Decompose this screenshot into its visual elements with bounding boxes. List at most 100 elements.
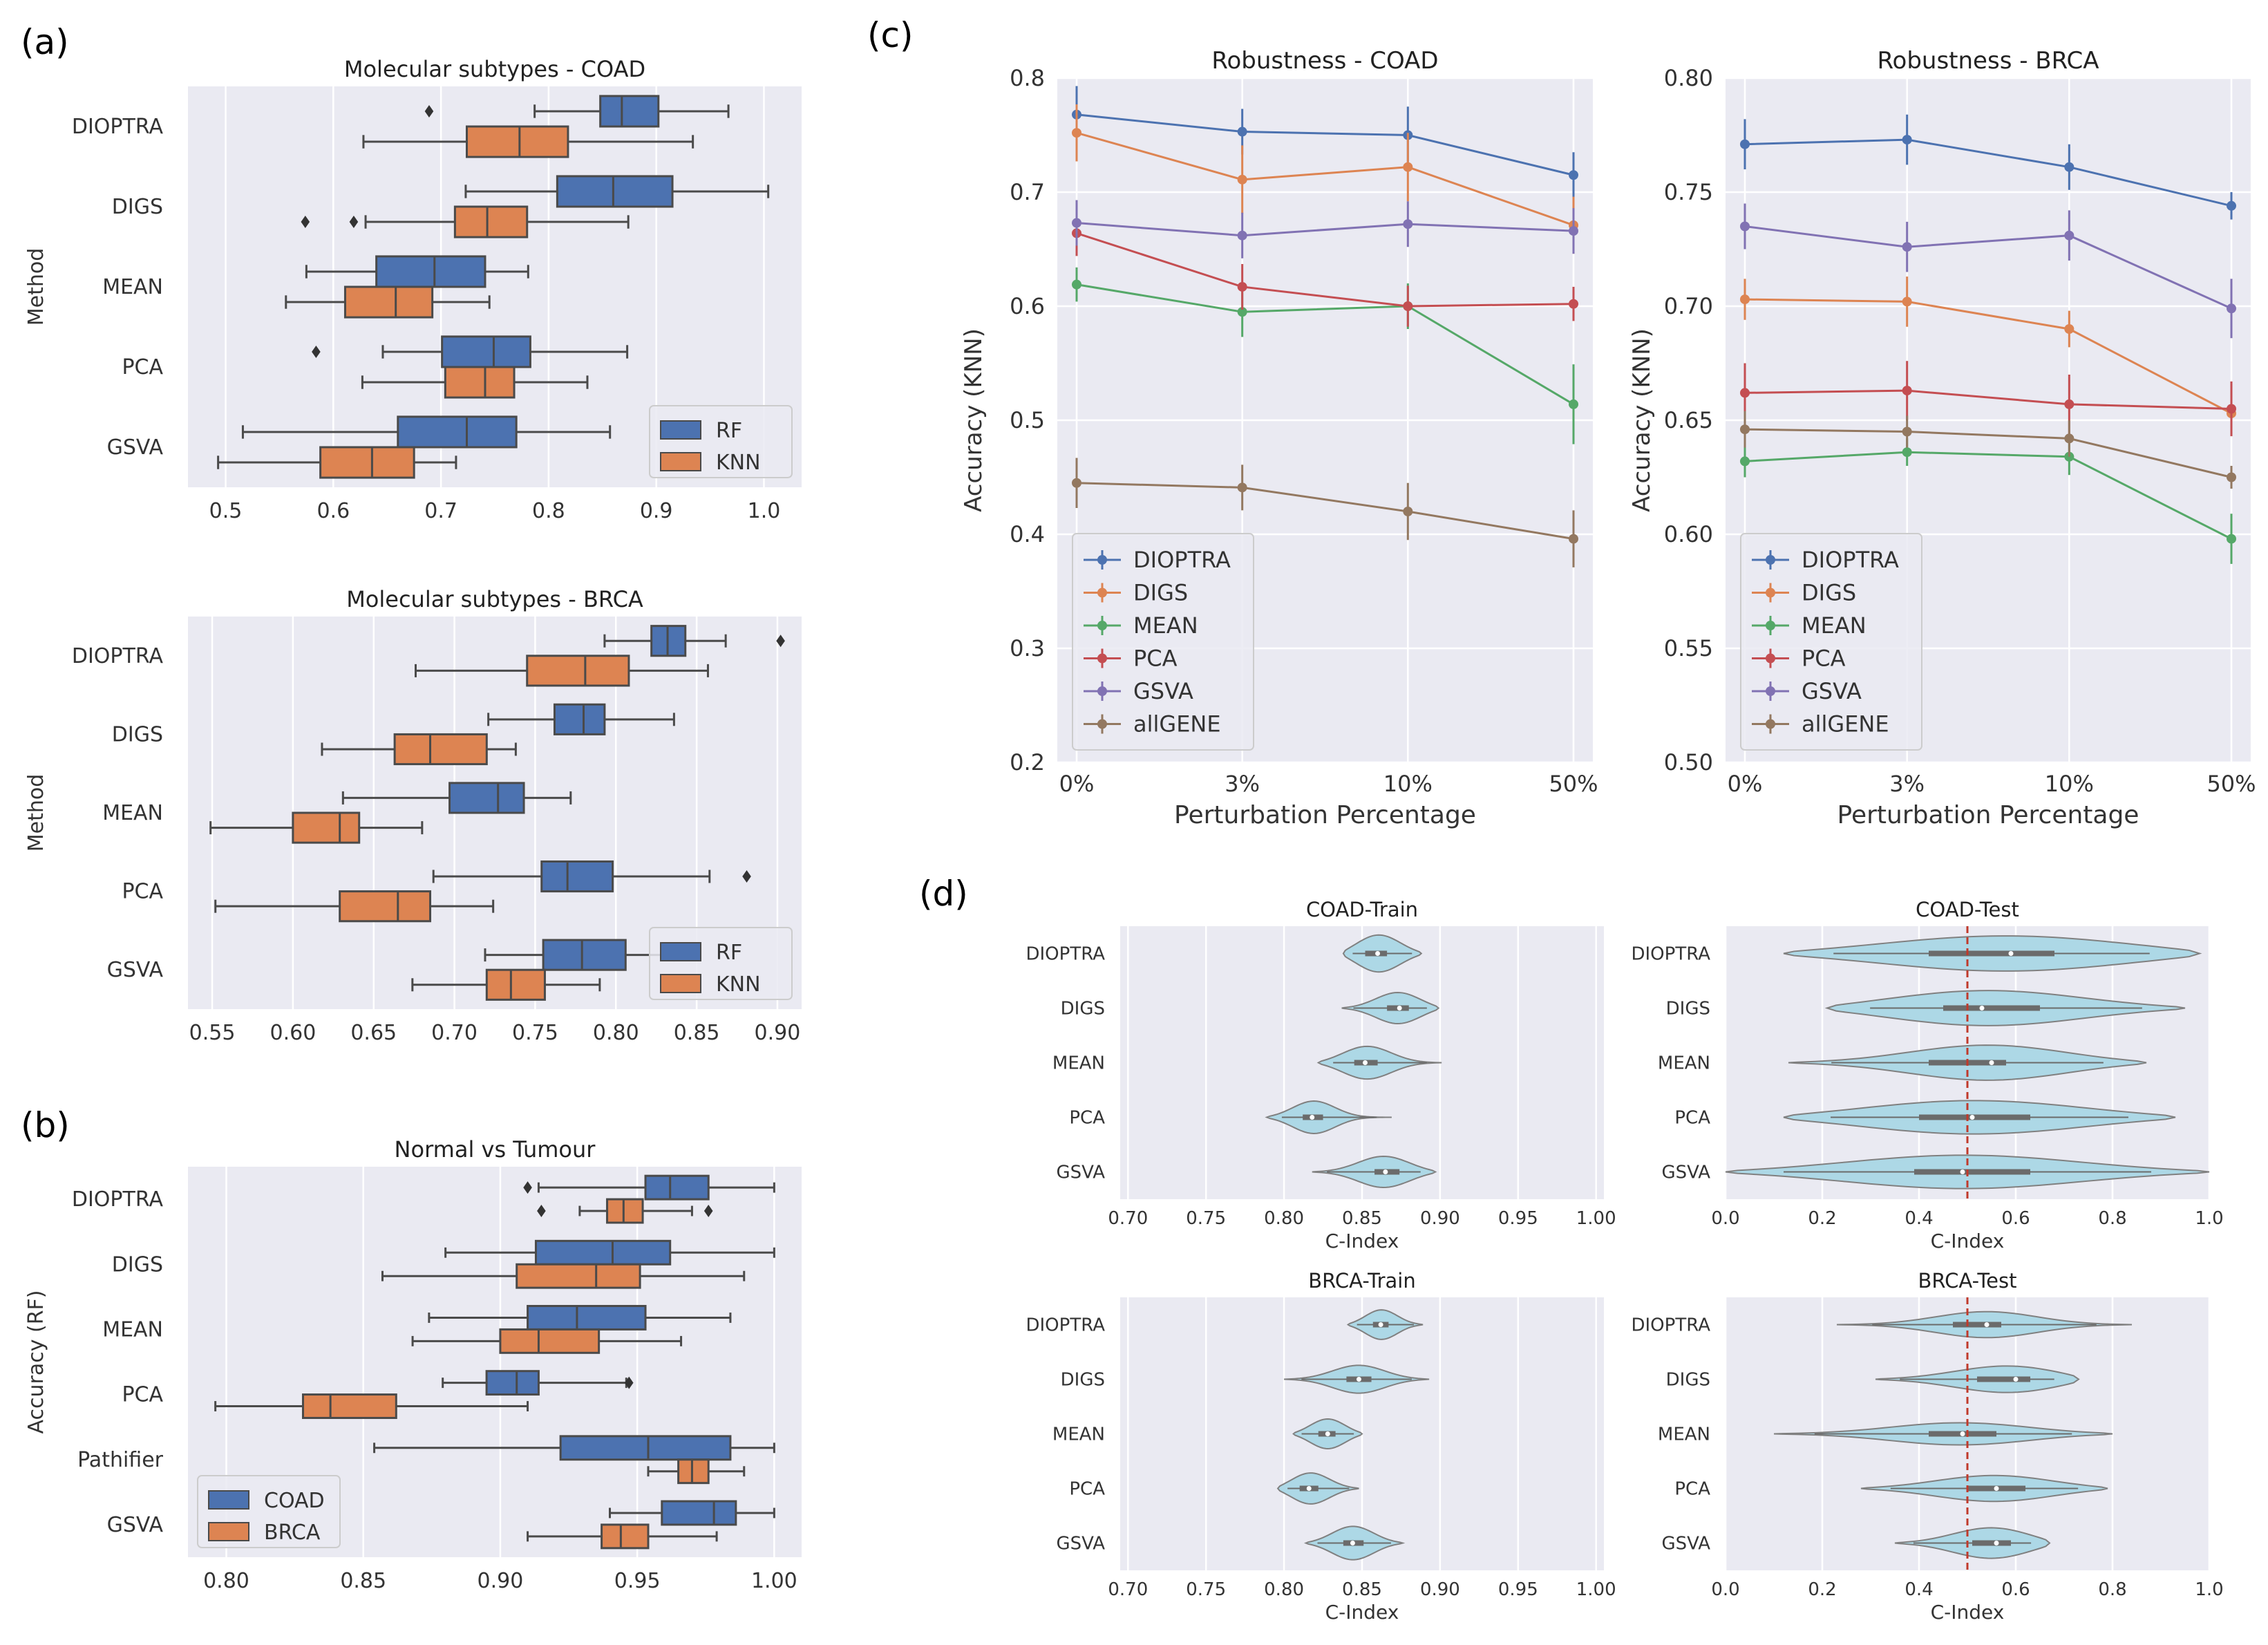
violin-iqr bbox=[1977, 1376, 2030, 1382]
outlier-point bbox=[703, 1205, 713, 1218]
violin-median bbox=[1383, 1169, 1388, 1174]
box-KNN bbox=[292, 811, 361, 844]
x-tick-label: 0.95 bbox=[614, 1569, 661, 1593]
data-point-PCA bbox=[1902, 386, 1912, 396]
x-tick-label: 10% bbox=[2045, 771, 2094, 797]
x-tick-label: 0.6 bbox=[2001, 1579, 2030, 1600]
outlier-point bbox=[301, 216, 310, 229]
series-line-MEAN bbox=[1744, 451, 2232, 540]
series-line-DIOPTRA bbox=[1076, 113, 1574, 176]
violin-iqr bbox=[1972, 1540, 2011, 1546]
legend-label: RF bbox=[716, 419, 742, 443]
category-label: GSVA bbox=[107, 1513, 164, 1537]
data-point-allGENE bbox=[1403, 507, 1413, 516]
y-tick-label: 0.70 bbox=[1664, 293, 1713, 319]
data-point-PCA bbox=[1237, 281, 1247, 292]
box-KNN bbox=[393, 733, 488, 766]
chart-title: Molecular subtypes - COAD bbox=[344, 56, 645, 82]
x-tick-label: 1.00 bbox=[1576, 1579, 1616, 1600]
violin-median bbox=[2008, 951, 2014, 956]
x-tick-label: 0.70 bbox=[1108, 1208, 1148, 1229]
y-tick-label: 0.3 bbox=[1010, 635, 1045, 661]
x-tick-label: 10% bbox=[1383, 771, 1433, 797]
violin-median bbox=[1984, 1322, 1990, 1327]
data-point-DIGS bbox=[1237, 174, 1247, 185]
data-point-MEAN bbox=[1072, 279, 1081, 290]
box-KNN bbox=[343, 285, 434, 319]
chart-d-brca-train: BRCA-Train 0.70 0.75 0.80 0.85 0.90 0.95 1.00 C-… bbox=[1026, 1269, 1616, 1624]
category-label: MEAN bbox=[102, 1317, 163, 1342]
y-tick-label: 0.60 bbox=[1664, 521, 1713, 547]
y-axis-label: Accuracy (KNN) bbox=[960, 328, 987, 512]
x-tick-label: 0% bbox=[1728, 771, 1763, 797]
outlier-point bbox=[537, 1205, 546, 1218]
box-RF bbox=[540, 860, 614, 893]
box-COAD bbox=[485, 1370, 540, 1396]
series-line-DIGS bbox=[1076, 131, 1574, 227]
data-point-DIGS bbox=[1403, 162, 1413, 172]
legend-label: COAD bbox=[264, 1489, 325, 1513]
chart-title: Normal vs Tumour bbox=[395, 1136, 596, 1163]
data-point-allGENE bbox=[2227, 472, 2236, 482]
chart-d-coad-train: COAD-Train 0.70 0.75 0.80 0.85 0.90 0.95 1.00 C-… bbox=[1026, 898, 1616, 1252]
violin-median bbox=[1325, 1431, 1330, 1436]
y-tick-label: 0.2 bbox=[1010, 749, 1045, 776]
x-tick-label: 3% bbox=[1889, 771, 1925, 797]
series-line-DIGS bbox=[1744, 298, 2232, 415]
panel-label-b: (b) bbox=[21, 1105, 70, 1145]
chart-title: Molecular subtypes - BRCA bbox=[346, 586, 643, 612]
category-label: MEAN bbox=[1052, 1053, 1105, 1074]
outlier-point bbox=[349, 216, 359, 229]
x-tick-label: 0.8 bbox=[2098, 1579, 2126, 1600]
category-label: Pathifier bbox=[77, 1448, 164, 1472]
violin-median bbox=[2013, 1377, 2019, 1382]
legend-label: GSVA bbox=[1802, 678, 1862, 704]
data-point-DIGS bbox=[1902, 297, 1912, 307]
box-BRCA bbox=[677, 1458, 710, 1485]
category-label: DIOPTRA bbox=[72, 644, 164, 668]
outlier-point bbox=[424, 104, 434, 118]
legend-label: MEAN bbox=[1133, 612, 1198, 639]
data-point-DIOPTRA bbox=[1237, 126, 1247, 137]
x-tick-label: 0.65 bbox=[350, 1021, 397, 1045]
data-point-MEAN bbox=[1740, 456, 1750, 467]
violin-median bbox=[1989, 1060, 1994, 1065]
chart-a-coad: Molecular subtypes - COAD 0.5 0.6 0.7 0.8 0.9… bbox=[24, 56, 802, 523]
series-line-allGENE bbox=[1744, 428, 2232, 478]
data-point-allGENE bbox=[1072, 478, 1081, 488]
chart-title: COAD-Test bbox=[1916, 898, 2019, 921]
x-tick-label: 0.8 bbox=[532, 499, 565, 523]
violin-iqr bbox=[1914, 1169, 2030, 1175]
legend-label: DIOPTRA bbox=[1133, 547, 1231, 573]
x-tick-label: 0.75 bbox=[1186, 1208, 1226, 1229]
category-label: DIGS bbox=[1666, 1370, 1710, 1391]
category-label: MEAN bbox=[102, 801, 163, 825]
x-tick-label: 0.60 bbox=[270, 1021, 316, 1045]
violin-median bbox=[1350, 1541, 1355, 1545]
category-label: GSVA bbox=[1056, 1534, 1105, 1554]
y-axis-label: Method bbox=[24, 248, 48, 326]
series-line-GSVA bbox=[1076, 222, 1574, 237]
violin-median bbox=[1306, 1486, 1312, 1491]
box-RF bbox=[448, 782, 525, 814]
data-point-DIOPTRA bbox=[2227, 200, 2236, 211]
violin-median bbox=[1378, 1322, 1383, 1327]
x-tick-label: 0.0 bbox=[1711, 1208, 1739, 1229]
legend-swatch bbox=[660, 974, 701, 993]
legend-swatch bbox=[660, 942, 701, 961]
data-point-GSVA bbox=[1072, 218, 1081, 228]
x-tick-label: 0.70 bbox=[1108, 1579, 1148, 1600]
category-label: DIGS bbox=[112, 1252, 163, 1277]
data-point-allGENE bbox=[1902, 426, 1912, 437]
data-point-allGENE bbox=[1740, 424, 1750, 435]
legend-label: PCA bbox=[1802, 646, 1846, 672]
y-tick-label: 0.50 bbox=[1664, 749, 1713, 776]
box-RF bbox=[441, 335, 531, 368]
category-label: DIOPTRA bbox=[1026, 1315, 1105, 1336]
data-point-DIGS bbox=[2064, 324, 2075, 334]
chart-d-coad-test: COAD-Test 0.0 0.2 0.4 0.6 0.8 1.0 C-Index DIOPTR… bbox=[1631, 898, 2223, 1252]
legend-label: KNN bbox=[716, 451, 761, 475]
x-axis-label: Perturbation Percentage bbox=[1174, 801, 1476, 829]
x-tick-label: 0.4 bbox=[1905, 1208, 1933, 1229]
legend-swatch bbox=[660, 452, 701, 471]
